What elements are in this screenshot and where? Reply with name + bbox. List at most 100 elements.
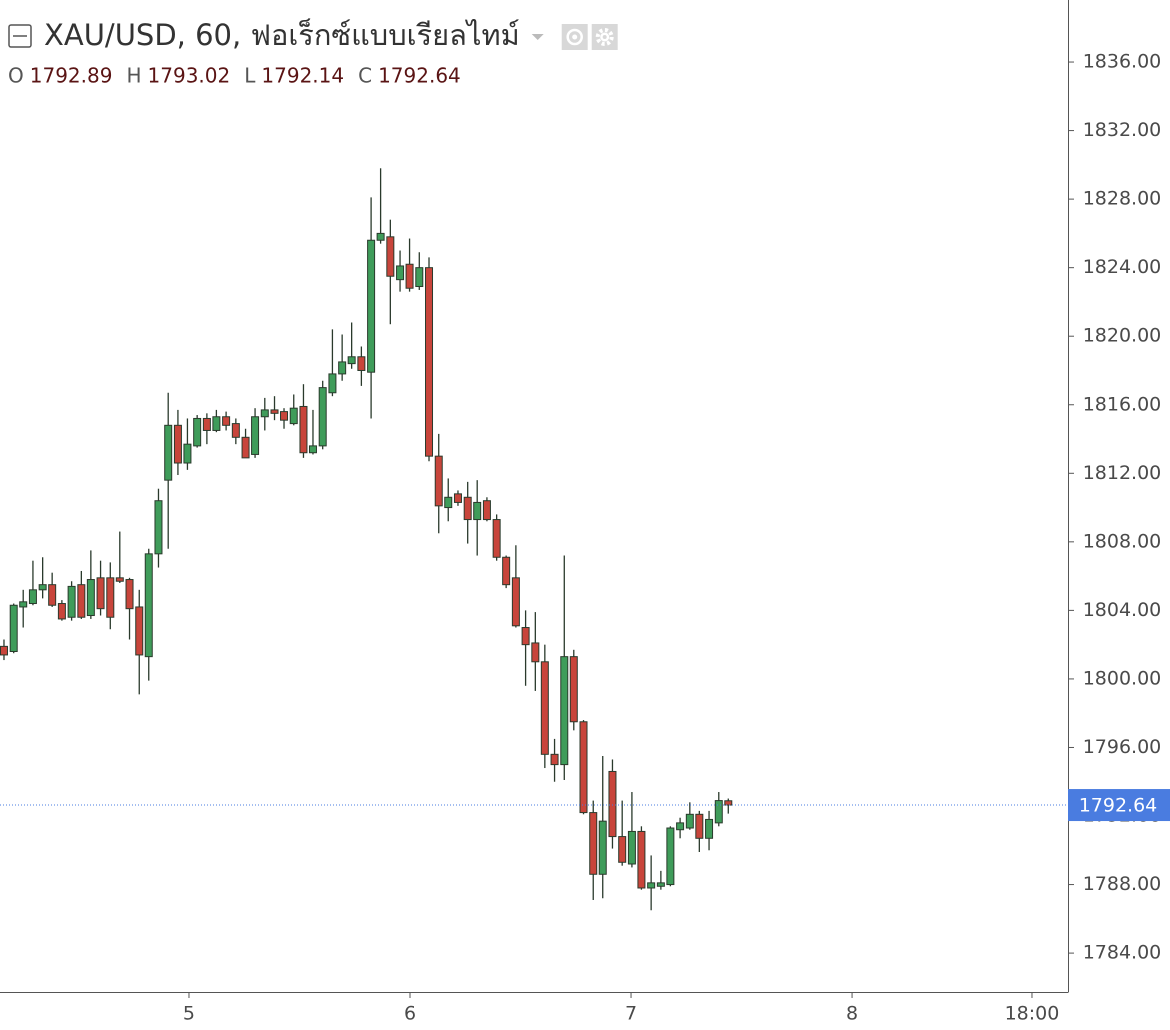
candle-body: [569, 656, 578, 723]
candle-body: [608, 770, 617, 838]
x-tick-label: 6: [404, 1003, 416, 1025]
candle-body: [656, 882, 665, 887]
candle-body: [357, 356, 366, 371]
candle-body: [0, 645, 8, 656]
candle-body: [38, 584, 47, 591]
candle-body: [492, 519, 501, 558]
candle-body: [308, 445, 317, 454]
y-tick-label: 1836.00: [1083, 51, 1162, 73]
candle-body: [589, 812, 598, 875]
candle-body: [212, 416, 221, 431]
candle-body: [367, 239, 376, 373]
ohlc-values: O 1792.89 H 1793.02 L 1792.14 C 1792.64: [8, 64, 461, 88]
candle-body: [502, 556, 511, 586]
candle-body: [618, 836, 627, 863]
candle-body: [318, 387, 327, 447]
ohlc-value: 1792.89: [30, 64, 113, 88]
dropdown-arrow[interactable]: [531, 34, 544, 40]
ohlc-label: H: [126, 64, 141, 88]
candle-body: [724, 800, 733, 806]
y-tick-label: 1820.00: [1083, 325, 1162, 347]
candle-body: [164, 424, 173, 481]
eye-pupil: [572, 34, 578, 40]
candle-body: [540, 661, 549, 755]
candle-body: [96, 577, 105, 610]
ohlc-value: 1792.64: [378, 64, 461, 88]
plot: [0, 168, 1068, 911]
x-tick-label: 8: [846, 1003, 858, 1025]
candle-body: [280, 411, 289, 421]
candle-body: [560, 656, 569, 766]
candle-body: [473, 501, 482, 521]
candle-body: [637, 830, 646, 889]
candle-body: [328, 373, 337, 394]
candle-body: [77, 584, 86, 618]
y-tick-label: 1788.00: [1083, 873, 1162, 895]
candle-body: [444, 496, 453, 509]
candle-body: [434, 455, 443, 507]
candle-body: [676, 822, 685, 831]
candle-body: [289, 407, 298, 425]
y-tick-label: 1808.00: [1083, 530, 1162, 552]
candle-body: [28, 589, 37, 605]
candle-body: [463, 496, 472, 521]
candle-body: [135, 606, 144, 656]
candle-body: [376, 232, 385, 241]
eye-icon: [566, 28, 583, 46]
candle-body: [154, 500, 163, 555]
y-tick-label: 1784.00: [1083, 942, 1162, 964]
x-tick-label: 5: [183, 1003, 195, 1025]
candle-body: [598, 820, 607, 875]
candle-body: [202, 417, 211, 431]
candle-body: [550, 753, 559, 766]
header-icons: [561, 24, 618, 50]
candle-body: [9, 604, 18, 653]
candle-body: [106, 577, 115, 618]
ohlc-label: C: [358, 64, 372, 88]
ohlc-value: 1792.14: [261, 64, 344, 88]
price-label-box: [1068, 789, 1170, 822]
candle-body: [270, 409, 279, 414]
candle-body: [241, 436, 250, 459]
ohlc-label: L: [244, 64, 256, 88]
y-tick-label: 1804.00: [1083, 599, 1162, 621]
candle-body: [531, 642, 540, 663]
candle-body: [386, 236, 395, 277]
candle-body: [405, 263, 414, 289]
candle-body: [173, 424, 182, 464]
y-tick-label: 1796.00: [1083, 736, 1162, 758]
candle-body: [19, 601, 28, 608]
legend-header: XAU/USD, 60, ฟอเร็กซ์แบบเรียลไทม์ O 1792.…: [8, 17, 618, 88]
y-tick-label: 1816.00: [1083, 393, 1162, 415]
candle-body: [396, 265, 405, 281]
x-tick-label: 7: [625, 1003, 637, 1025]
candle-body: [251, 416, 260, 455]
candle-body: [193, 417, 202, 447]
candle-body: [425, 267, 434, 457]
y-tick-label: 1832.00: [1083, 119, 1162, 141]
candle-body: [714, 800, 723, 824]
candle-body: [627, 830, 636, 865]
candle-body: [685, 813, 694, 829]
chart-title: XAU/USD, 60, ฟอเร็กซ์แบบเรียลไทม์: [44, 17, 520, 52]
candle-body: [666, 827, 675, 886]
price-label: 1792.64: [1079, 795, 1158, 817]
candle-body: [57, 603, 66, 620]
candle-body: [521, 627, 530, 646]
candle-body: [231, 423, 240, 438]
ohlc-value: 1793.02: [148, 64, 231, 88]
gear-teeth: [595, 28, 614, 46]
candle-body: [299, 405, 308, 454]
ohlc-label: O: [8, 64, 24, 88]
candle-body: [48, 584, 57, 606]
candle-body: [144, 553, 153, 658]
y-tick-label: 1812.00: [1083, 462, 1162, 484]
candle-body: [511, 577, 520, 627]
y-tick-label: 1800.00: [1083, 667, 1162, 689]
candle-body: [347, 356, 356, 365]
gear-hole: [602, 35, 607, 39]
candle-body: [705, 818, 714, 839]
candle-body: [222, 416, 231, 426]
